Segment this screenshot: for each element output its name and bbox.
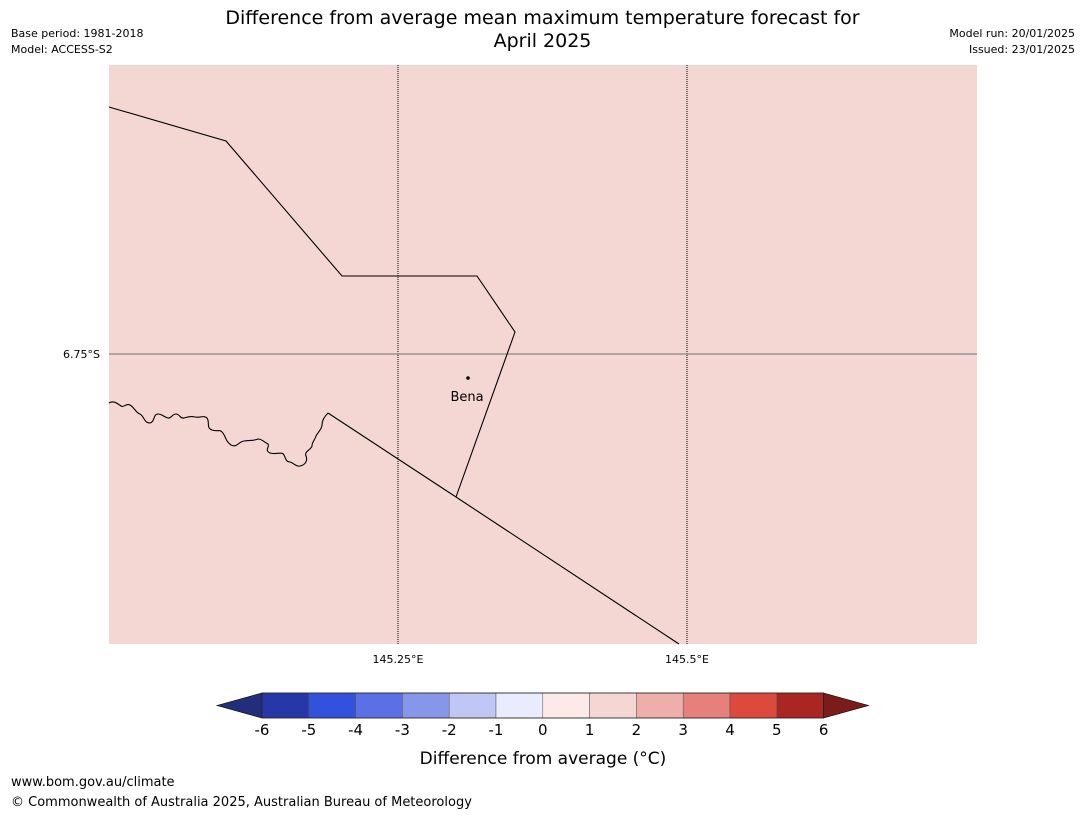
colorbar-underflow-arrow (215, 692, 263, 719)
metadata-right: Model run: 20/01/2025 Issued: 23/01/2025 (949, 26, 1075, 58)
colorbar-swatch (636, 692, 684, 719)
colorbar-tick-label: 6 (819, 721, 829, 739)
province-boundary-south (327, 412, 680, 645)
colorbar-swatch (589, 692, 637, 719)
colorbar-swatch (402, 692, 450, 719)
colorbar-swatch (261, 692, 310, 719)
bena-marker (466, 376, 470, 380)
metadata-left: Base period: 1981-2018 Model: ACCESS-S2 (11, 26, 143, 58)
bena-label: Bena (450, 390, 483, 405)
colorbar-tick-label: 5 (772, 721, 782, 739)
colorbar-tick-label: 0 (538, 721, 548, 739)
title-line-1: Difference from average mean maximum tem… (225, 7, 860, 29)
colorbar-tick-label: -6 (255, 721, 270, 739)
title-line-2: April 2025 (493, 30, 592, 52)
model-run-text: Model run: 20/01/2025 (949, 27, 1075, 40)
legend-title: Difference from average (°C) (420, 749, 667, 769)
latitude-label: 6.75°S (63, 348, 100, 361)
colorbar-tick-label: 1 (585, 721, 595, 739)
colorbar-swatch (355, 692, 403, 719)
colorbar-tick-label: 3 (678, 721, 688, 739)
colorbar-tick-label: -3 (395, 721, 410, 739)
colorbar-overflow-arrow (823, 692, 870, 719)
colorbar-tick-label: 2 (632, 721, 642, 739)
colorbar-frame (261, 692, 824, 719)
colorbar-swatch (448, 692, 497, 719)
colorbar-swatch (682, 692, 731, 719)
issued-text: Issued: 23/01/2025 (968, 43, 1075, 56)
longitude-label: 145.5°E (665, 653, 709, 666)
colorbar-tick-label: -5 (301, 721, 316, 739)
colorbar-swatch (542, 692, 590, 719)
colorbar-swatch (495, 692, 544, 719)
footer-url: www.bom.gov.au/climate (11, 775, 175, 790)
river-boundary (108, 401, 329, 467)
colorbar-tick-label: 4 (725, 721, 735, 739)
colorbar-swatch (729, 692, 778, 719)
colorbar: -6 -5 -4 -3 -2 -1 0 1 2 3 4 5 6 (215, 692, 870, 739)
colorbar-swatch (776, 692, 824, 719)
base-period-text: Base period: 1981-2018 (11, 27, 144, 40)
colorbar-swatch (308, 692, 356, 719)
province-boundary-north (108, 106, 516, 498)
model-text: Model: ACCESS-S2 (11, 43, 113, 56)
footer-copyright: © Commonwealth of Australia 2025, Austra… (11, 795, 472, 810)
map-title: Difference from average mean maximum tem… (0, 7, 1085, 53)
colorbar-tick-label: -2 (442, 721, 457, 739)
colorbar-tick-label: -1 (489, 721, 504, 739)
longitude-label: 145.25°E (373, 653, 424, 666)
colorbar-tick-label: -4 (348, 721, 363, 739)
